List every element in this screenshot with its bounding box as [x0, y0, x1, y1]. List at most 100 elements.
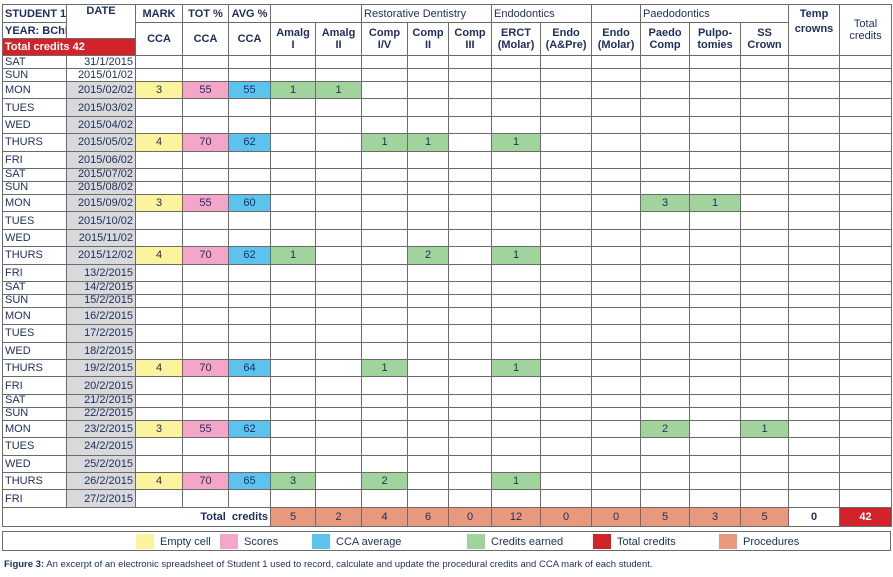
cell — [839, 376, 893, 395]
cell — [591, 454, 642, 474]
cell — [361, 293, 408, 308]
cell — [270, 359, 316, 378]
cell — [839, 306, 893, 326]
cell — [788, 55, 841, 69]
date: 20/2/2015 — [66, 376, 136, 395]
cell — [591, 180, 642, 195]
cell — [228, 180, 271, 195]
cell — [640, 115, 691, 135]
score: 64 — [228, 359, 271, 378]
cell — [788, 393, 841, 408]
cell — [447, 341, 493, 361]
cell — [740, 150, 790, 169]
cell — [540, 280, 593, 295]
cell — [640, 376, 691, 395]
score: 4 — [135, 133, 183, 152]
cell — [315, 180, 362, 195]
cell — [491, 393, 542, 408]
cell — [361, 341, 408, 361]
caption: Figure 3: An excerpt of an electronic sp… — [4, 559, 653, 570]
cell — [788, 133, 841, 152]
cell — [540, 406, 593, 421]
cell — [315, 419, 362, 439]
procedure-header: Endo (A&Pre) — [540, 22, 593, 56]
cell — [407, 55, 449, 69]
cell — [135, 324, 183, 343]
day: MON — [2, 80, 67, 100]
date: 2015/06/02 — [66, 150, 136, 169]
cell — [788, 359, 841, 378]
cell — [407, 419, 449, 439]
day: SUN — [2, 293, 67, 308]
cell — [591, 228, 642, 248]
score: 62 — [228, 419, 271, 439]
procedure-total: 0 — [591, 506, 642, 527]
day: FRI — [2, 489, 67, 508]
date: 16/2/2015 — [66, 306, 136, 326]
cell — [491, 55, 542, 69]
cell — [447, 68, 493, 82]
cell — [740, 393, 790, 408]
date: 2015/11/02 — [66, 228, 136, 248]
credit: 1 — [361, 359, 408, 378]
cell — [839, 211, 893, 230]
cell — [839, 68, 893, 82]
day: SAT — [2, 393, 67, 408]
cell — [447, 133, 493, 152]
legend-label: Procedures — [743, 535, 800, 548]
row: SAT 14/2/2015 — [2, 280, 893, 295]
procedure-header-line: Comp — [412, 27, 444, 39]
cell — [689, 437, 742, 456]
credit: 1 — [491, 472, 542, 491]
cell — [182, 98, 229, 117]
row: SAT 31/1/2015 — [2, 55, 893, 69]
procedure-total: 2 — [315, 506, 362, 527]
legend-item: Scores — [220, 534, 278, 549]
cell — [839, 489, 893, 508]
credit: 1 — [407, 133, 449, 152]
cell — [788, 263, 841, 282]
cell — [689, 180, 742, 195]
cell — [640, 472, 691, 491]
cell — [361, 193, 408, 213]
cell — [839, 180, 893, 195]
cell — [839, 150, 893, 169]
cell — [270, 263, 316, 282]
day: FRI — [2, 263, 67, 282]
cell — [447, 80, 493, 100]
cell — [135, 406, 183, 421]
cell — [591, 133, 642, 152]
cell — [361, 80, 408, 100]
score: 4 — [135, 246, 183, 265]
cell — [407, 228, 449, 248]
cell — [135, 280, 183, 295]
cell — [135, 437, 183, 456]
cell — [839, 293, 893, 308]
date: 2015/09/02 — [66, 193, 136, 213]
score-title: AVG % — [228, 4, 271, 23]
year: YEAR: BChD — [2, 22, 67, 39]
cell — [407, 437, 449, 456]
cell — [640, 263, 691, 282]
score-sub: CCA — [135, 22, 183, 56]
cell — [591, 359, 642, 378]
procedure-header-line: I/V — [377, 39, 392, 51]
total-header-line: Total — [853, 18, 878, 30]
cell — [315, 359, 362, 378]
cell — [491, 228, 542, 248]
procedure-total: 4 — [361, 506, 408, 527]
score: 55 — [228, 80, 271, 100]
cell — [361, 280, 408, 295]
totals-label: Total credits — [2, 506, 271, 527]
procedure-header: crowns — [788, 22, 841, 56]
score: 4 — [135, 472, 183, 491]
cell — [270, 489, 316, 508]
cell — [315, 306, 362, 326]
cell — [447, 419, 493, 439]
cell — [270, 376, 316, 395]
cell — [640, 68, 691, 82]
procedure-total: 0 — [447, 506, 493, 527]
group: Restorative Dentistry — [360, 4, 493, 23]
cell — [315, 68, 362, 82]
cell — [540, 133, 593, 152]
